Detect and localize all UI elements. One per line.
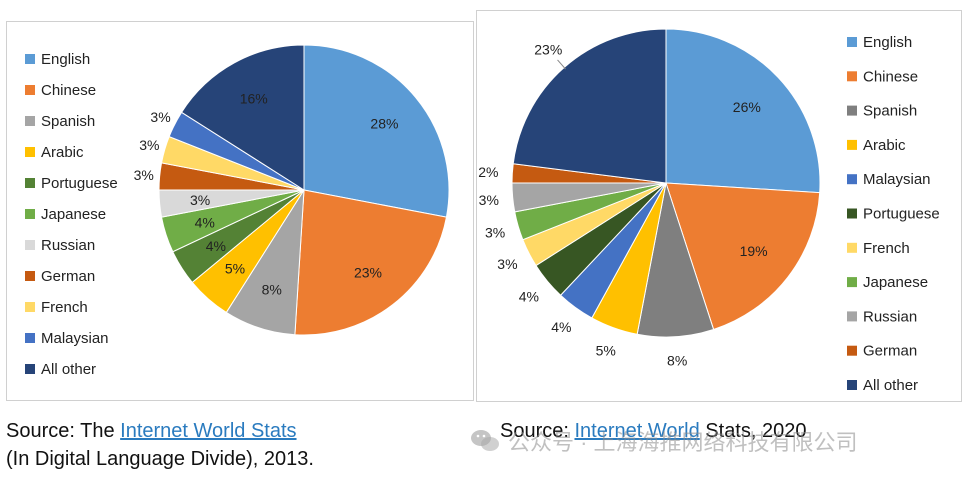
data-label-chinese: 23% [354,264,382,280]
legend-label-all-other: All other [863,377,918,394]
source-caption-2013: Source: The Internet World Stats (In Dig… [6,417,314,473]
legend-label-chinese: Chinese [41,82,96,99]
internet-world-link[interactable]: Internet World [574,420,700,442]
chart-panel-2020: 26% 19% 8% 5% 4% 4% 3% 3% 3% 2% 23% English Chinese S… [476,10,962,402]
data-label-malaysian: 4% [551,319,571,335]
chart-panel-2013: 28% 23% 8% 5% 4% 4% 3% 3% 3% 3% 16% English Chinese S… [6,21,474,401]
leader-line-all-other [557,59,566,70]
wechat-icon [470,428,500,454]
legend-label-russian: Russian [863,308,917,325]
pie-slice-chinese [294,189,448,336]
legend-label-english: English [41,51,90,68]
legend-label-english: English [863,34,912,51]
pie-slice-all-other [180,44,305,191]
legend-label-french: French [41,299,88,316]
legend-swatch-russian [25,240,35,250]
data-label-japanese: 3% [485,225,505,241]
legend-swatch-arabic [847,139,857,150]
legend-swatch-english [847,37,857,47]
data-label-portuguese: 4% [206,238,226,254]
legend-swatch-japanese [847,277,857,288]
legend-label-spanish: Spanish [41,113,95,130]
legend-label-german: German [41,268,95,285]
legend-swatch-french [25,302,35,312]
legend-swatch-spanish [25,116,35,126]
legend-swatch-all-other [847,380,857,390]
caption-suffix: Stats, 2020 [699,420,807,442]
data-label-arabic: 5% [596,342,616,358]
legend-label-all-other: All other [41,361,96,378]
legend-label-german: German [863,343,917,360]
legend-label-spanish: Spanish [863,103,917,120]
legend-swatch-spanish [847,105,857,116]
data-label-french: 3% [139,137,159,153]
data-label-german: 3% [134,167,154,183]
legend-swatch-chinese [25,85,35,95]
data-label-malaysian: 3% [150,109,170,125]
pie-slice-chinese [665,182,821,331]
legend-swatch-german [847,345,857,356]
legend-label-portuguese: Portuguese [41,175,118,192]
pie-slice-english [303,44,450,218]
legend-swatch-portuguese [847,208,857,219]
legend-swatch-chinese [847,71,857,82]
data-label-french: 3% [497,256,517,272]
legend-swatch-all-other [25,364,35,374]
legend-swatch-portuguese [25,178,35,188]
data-label-english: 26% [733,99,761,115]
pie-slice-english [665,28,821,194]
legend-label-arabic: Arabic [863,137,906,154]
data-label-chinese: 19% [740,243,768,259]
legend-swatch-german [25,271,35,281]
legend-label-chinese: Chinese [863,68,918,85]
data-label-english: 28% [370,115,398,131]
data-label-portuguese: 4% [519,288,539,304]
data-label-russian: 3% [190,192,210,208]
data-label-spanish: 8% [667,353,687,369]
legend-label-arabic: Arabic [41,144,84,161]
legend-swatch-japanese [25,209,35,219]
legend-label-japanese: Japanese [863,274,928,291]
legend-label-russian: Russian [41,237,95,254]
data-label-russian: 3% [479,192,499,208]
legend-swatch-english [25,54,35,64]
data-label-all-other: 16% [240,91,268,107]
legend-swatch-french [847,242,857,253]
watermark-text: 公众号 · 上海海推网络科技有限公司 [508,430,858,455]
legend-label-malaysian: Malaysian [863,171,931,188]
pie-chart-2013: 28% 23% 8% 5% 4% 4% 3% 3% 3% 3% 16% English Chinese S… [25,44,450,378]
legend-label-french: French [863,240,910,257]
caption-line2: (In Digital Language Divide), 2013. [6,448,314,470]
caption-prefix: Source: [500,420,575,442]
data-label-japanese: 4% [195,214,215,230]
data-label-arabic: 5% [225,260,245,276]
legend-label-malaysian: Malaysian [41,330,109,347]
legend-swatch-malaysian [25,333,35,343]
legend-label-japanese: Japanese [41,206,106,223]
watermark: 公众号 · 上海海推网络科技有限公司 [470,425,858,457]
source-caption-2020: Source: Internet World Stats, 2020 [500,417,806,445]
caption-prefix: Source: The [6,420,121,442]
internet-world-stats-link[interactable]: Internet World Stats [120,420,297,442]
legend-label-portuguese: Portuguese [863,206,940,223]
data-label-spanish: 8% [262,281,282,297]
data-label-german: 2% [478,164,498,180]
data-label-all-other: 23% [534,41,562,57]
pie-chart-2020: 26%19%8%5%4%4%3%3%3%2%23% EnglishChineseS… [478,28,940,394]
legend-swatch-russian [847,311,857,322]
legend-swatch-malaysian [847,174,857,185]
legend-swatch-arabic [25,147,35,157]
